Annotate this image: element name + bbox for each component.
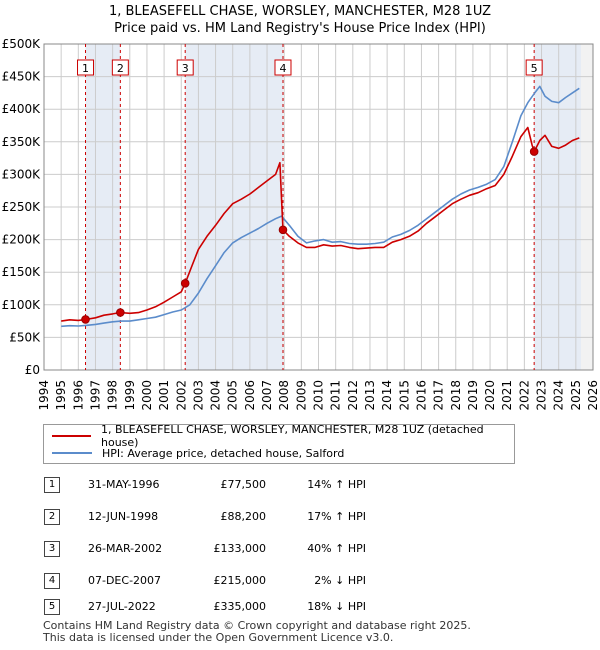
sale-date: 12-JUN-1998 [88,510,159,523]
footer-copyright: Contains HM Land Registry data © Crown c… [43,619,471,632]
x-tick-label: 2016 [414,380,428,411]
x-tick-label: 2021 [500,380,514,411]
x-tick-label: 2007 [260,380,274,411]
x-tick-label: 2003 [191,380,205,411]
x-tick-label: 1995 [54,380,68,411]
sale-marker-label: 3 [182,62,189,75]
sale-marker-box [525,59,543,76]
hpi-line [61,85,580,328]
table-row: 2 12-JUN-1998 £88,200 17% ↑ HPI [40,506,460,528]
sale-point [529,147,539,156]
x-tick-label: 2011 [329,380,343,411]
x-tick-label: 2006 [243,380,257,411]
table-row: 4 07-DEC-2007 £215,000 2% ↓ HPI [40,570,460,592]
x-tick-label: 1997 [88,380,102,411]
x-tick-label: 1996 [71,380,85,411]
sale-marker-box [77,59,95,76]
y-tick-label: £0 [25,363,40,377]
x-tick-label: 2010 [312,380,326,411]
sale-marker-label: 4 [279,62,286,75]
sale-number-badge: 5 [44,599,60,615]
y-tick-label: £300K [2,167,42,181]
legend-item-hpi: HPI: Average price, detached house, Salf… [52,445,344,461]
sale-date: 27-JUL-2022 [88,600,156,613]
y-tick-label: £500K [2,37,42,51]
sale-marker-label: 5 [531,62,538,75]
x-tick-label: 1994 [37,380,51,411]
x-tick-label: 2001 [157,380,171,411]
sale-number-badge: 3 [44,541,60,557]
sale-point [180,278,190,288]
sale-date: 26-MAR-2002 [88,542,163,555]
x-tick-label: 2012 [346,380,360,411]
x-tick-label: 1998 [106,380,120,411]
x-tick-label: 2022 [517,380,531,411]
sale-point [116,308,125,317]
footer-licence: This data is licensed under the Open Gov… [43,631,394,644]
y-tick-label: £50K [9,330,41,344]
sale-price: £215,000 [213,574,267,587]
sale-price: £88,200 [220,510,267,523]
y-tick-label: £450K [2,70,42,84]
x-tick-label: 2013 [363,380,377,411]
sale-hpi-change: 14% ↑ HPI [307,478,366,491]
sale-number-badge: 1 [44,477,60,493]
x-tick-label: 2025 [569,380,583,411]
x-tick-label: 2005 [226,380,240,411]
sale-marker-label: 1 [82,62,89,75]
legend-item-property: 1, BLEASEFELL CHASE, WORSLEY, MANCHESTER… [52,423,514,449]
x-tick-label: 2026 [586,380,600,411]
y-tick-label: £150K [2,265,42,279]
sale-price: £133,000 [213,542,267,555]
sale-point [81,315,90,324]
x-tick-label: 2009 [294,380,308,411]
plot-frame [43,43,594,371]
sale-hpi-change: 2% ↓ HPI [314,574,366,587]
x-tick-label: 2020 [483,380,497,411]
sale-marker-box [111,59,129,76]
y-tick-label: £250K [2,200,42,214]
y-tick-label: £200K [2,233,42,247]
sale-number-badge: 2 [44,509,60,525]
x-tick-label: 2014 [380,380,394,411]
table-row: 1 31-MAY-1996 £77,500 14% ↑ HPI [40,474,460,496]
x-tick-label: 1999 [123,380,137,411]
sale-date: 07-DEC-2007 [88,574,162,587]
legend-swatch-hpi [52,452,92,454]
table-row: 3 26-MAR-2002 £133,000 40% ↑ HPI [40,538,460,560]
chart-subtitle: Price paid vs. HM Land Registry's House … [114,21,486,36]
sale-price: £77,500 [220,478,267,491]
x-tick-label: 2019 [466,380,480,411]
x-tick-label: 2017 [432,380,446,411]
sale-hpi-change: 18% ↓ HPI [307,600,366,613]
sale-date: 31-MAY-1996 [88,478,160,491]
price-chart: £0 £50K £100K £150K £200K £250K £300K £350K £400… [2,37,600,411]
sale-marker-box [274,59,292,76]
legend-label-property: 1, BLEASEFELL CHASE, WORSLEY, MANCHESTER… [101,423,484,449]
legend-label-hpi: HPI: Average price, detached house, Salf… [102,446,345,460]
legend: 1, BLEASEFELL CHASE, WORSLEY, MANCHESTER… [43,423,515,464]
x-tick-label: 2008 [277,380,291,411]
x-tick-label: 2000 [140,380,154,411]
x-tick-label: 2004 [209,380,223,411]
x-tick-label: 2002 [174,380,188,411]
sale-price: £335,000 [213,600,267,613]
sale-hpi-change: 40% ↑ HPI [307,542,366,555]
sale-point [278,225,288,235]
x-tick-label: 2023 [535,380,549,411]
chart-title: 1, BLEASEFELL CHASE, WORSLEY, MANCHESTER… [108,4,492,19]
legend-swatch-property [52,435,91,437]
y-tick-label: £350K [2,135,42,149]
sale-marker-label: 2 [117,62,124,75]
x-tick-label: 2015 [397,380,411,411]
sale-hpi-change: 17% ↑ HPI [307,510,366,523]
y-tick-label: £100K [2,298,42,312]
sale-number-badge: 4 [44,573,60,589]
y-tick-label: £400K [2,102,42,116]
property-price-line [61,126,580,322]
table-row: 5 27-JUL-2022 £335,000 18% ↓ HPI [40,596,460,618]
sale-marker-box [176,59,194,76]
x-tick-label: 2018 [449,380,463,411]
x-tick-label: 2024 [552,380,566,411]
